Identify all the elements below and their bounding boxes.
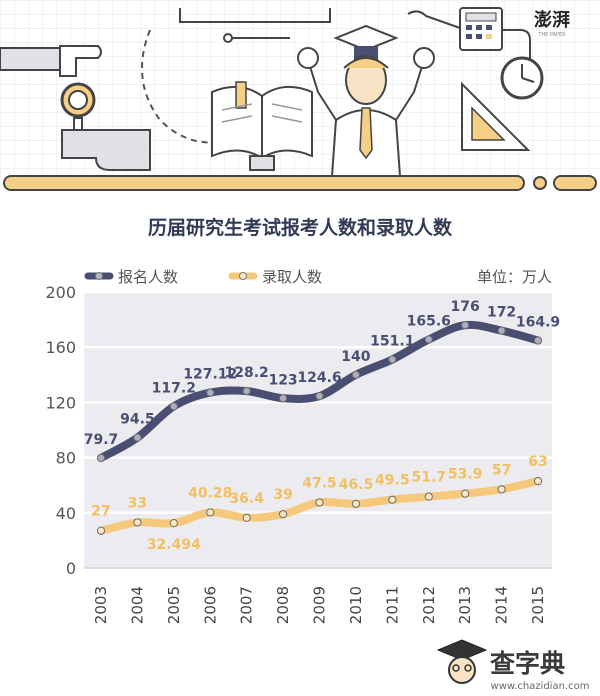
x-tick-label: 2006	[201, 586, 219, 624]
data-label-admitted: 47.5	[302, 475, 337, 491]
data-label-applicants: 123	[268, 372, 297, 388]
data-label-admitted: 51.7	[411, 470, 446, 486]
point-admitted	[96, 526, 106, 535]
clock-icon	[500, 56, 544, 100]
x-tick-label: 2009	[311, 586, 329, 624]
point-applicants	[315, 391, 324, 401]
data-label-admitted: 32.494	[147, 537, 201, 553]
y-tick-label: 80	[56, 449, 76, 468]
chart: 历届研究生考试报考人数和录取人数 报名人数 录取人数 单位：万人 0 40 80 12…	[45, 216, 590, 692]
x-tick-label: 2010	[347, 586, 365, 624]
data-label-admitted: 53.9	[448, 467, 483, 483]
legend: 报名人数 录取人数	[84, 268, 322, 286]
graduate-cap-icon	[436, 639, 488, 684]
y-tick-label: 40	[56, 504, 76, 523]
data-label-admitted: 27	[91, 504, 110, 520]
graduate-figure-icon	[297, 24, 435, 177]
data-label-applicants: 127.12	[183, 367, 237, 383]
illustration-banner: 澎湃 THE PAPER	[0, 0, 600, 191]
watermark-url: www.chazidian.com	[491, 681, 590, 692]
point-admitted	[242, 513, 251, 522]
point-applicants	[497, 326, 506, 335]
y-tick-label: 160	[45, 338, 76, 357]
x-tick-label: 2011	[383, 586, 401, 624]
x-tick-label: 2012	[420, 586, 438, 624]
data-label-admitted: 49.5	[375, 473, 410, 489]
point-applicants	[461, 321, 470, 330]
unit-label: 单位：万人	[477, 268, 552, 286]
point-admitted	[533, 476, 543, 486]
series-layer	[96, 320, 543, 535]
open-book-icon	[211, 81, 313, 171]
svg-text:澎湃: 澎湃	[534, 9, 570, 31]
x-tick-label: 2014	[493, 586, 511, 624]
point-applicants	[424, 335, 433, 344]
point-admitted	[169, 519, 178, 528]
data-label-applicants: 124.6	[297, 370, 341, 386]
x-tick-label: 2013	[456, 586, 474, 624]
calculator-icon	[459, 7, 503, 51]
y-axis: 0 40 80 120 160 200	[45, 283, 552, 578]
data-label-admitted: 33	[128, 495, 147, 511]
data-label-admitted: 57	[492, 462, 511, 478]
point-applicants	[96, 453, 106, 463]
y-tick-label: 200	[45, 283, 76, 302]
x-tick-label: 2003	[92, 586, 110, 624]
point-admitted	[461, 489, 470, 498]
data-label-applicants: 151.1	[370, 333, 414, 349]
x-tick-label: 2007	[238, 586, 256, 624]
x-axis: 2003 2004 2005 2006 2007 2008 2009 2010 2011 2012…	[92, 586, 547, 624]
point-applicants	[388, 355, 397, 364]
legend-item-applicants: 报名人数	[84, 268, 178, 286]
data-label-applicants: 128.2	[225, 365, 269, 381]
data-label-applicants: 94.5	[120, 412, 155, 428]
point-applicants	[169, 402, 178, 411]
point-applicants	[133, 433, 142, 442]
svg-text:THE PAPER: THE PAPER	[537, 32, 566, 38]
data-label-applicants: 140	[341, 349, 370, 365]
data-label-admitted: 36.4	[229, 491, 264, 507]
point-admitted	[388, 495, 397, 504]
point-admitted	[315, 498, 324, 507]
point-applicants	[278, 394, 288, 403]
y-tick-label: 0	[66, 559, 76, 578]
chart-title: 历届研究生考试报考人数和录取人数	[148, 216, 453, 239]
pointing-hand-icon	[0, 45, 102, 77]
point-applicants	[351, 370, 361, 379]
legend-label-applicants: 报名人数	[118, 268, 178, 286]
legend-item-admitted: 录取人数	[228, 268, 322, 286]
data-label-admitted: 63	[528, 454, 547, 470]
point-applicants	[242, 386, 251, 396]
x-tick-label: 2004	[128, 586, 146, 624]
data-label-applicants: 172	[487, 305, 516, 321]
point-admitted	[278, 510, 288, 519]
point-admitted	[351, 499, 361, 508]
x-tick-label: 2005	[165, 586, 183, 624]
triangle-ruler-icon	[461, 81, 531, 151]
data-label-admitted: 40.28	[188, 485, 232, 501]
point-applicants	[206, 388, 215, 397]
point-applicants	[533, 336, 543, 345]
point-admitted	[206, 508, 215, 517]
watermark: 查字典 www.chazidian.com	[436, 639, 590, 692]
point-admitted	[497, 485, 506, 494]
point-admitted	[424, 492, 433, 501]
x-tick-label: 2015	[529, 586, 547, 624]
x-tick-label: 2008	[274, 586, 292, 624]
magnifier-icon	[60, 82, 151, 171]
data-label-applicants: 117.2	[152, 380, 196, 396]
legend-label-admitted: 录取人数	[262, 268, 322, 286]
point-admitted	[133, 518, 142, 527]
data-label-admitted: 46.5	[339, 477, 374, 493]
data-label-applicants: 79.7	[84, 432, 119, 448]
data-label-applicants: 165.6	[407, 313, 451, 329]
watermark-text: 查字典	[490, 649, 565, 678]
logo: 澎湃 THE PAPER	[534, 9, 570, 38]
data-label-applicants: 176	[451, 299, 480, 315]
data-label-applicants: 164.9	[516, 314, 560, 330]
y-tick-label: 120	[45, 393, 76, 412]
data-label-admitted: 39	[273, 487, 292, 503]
